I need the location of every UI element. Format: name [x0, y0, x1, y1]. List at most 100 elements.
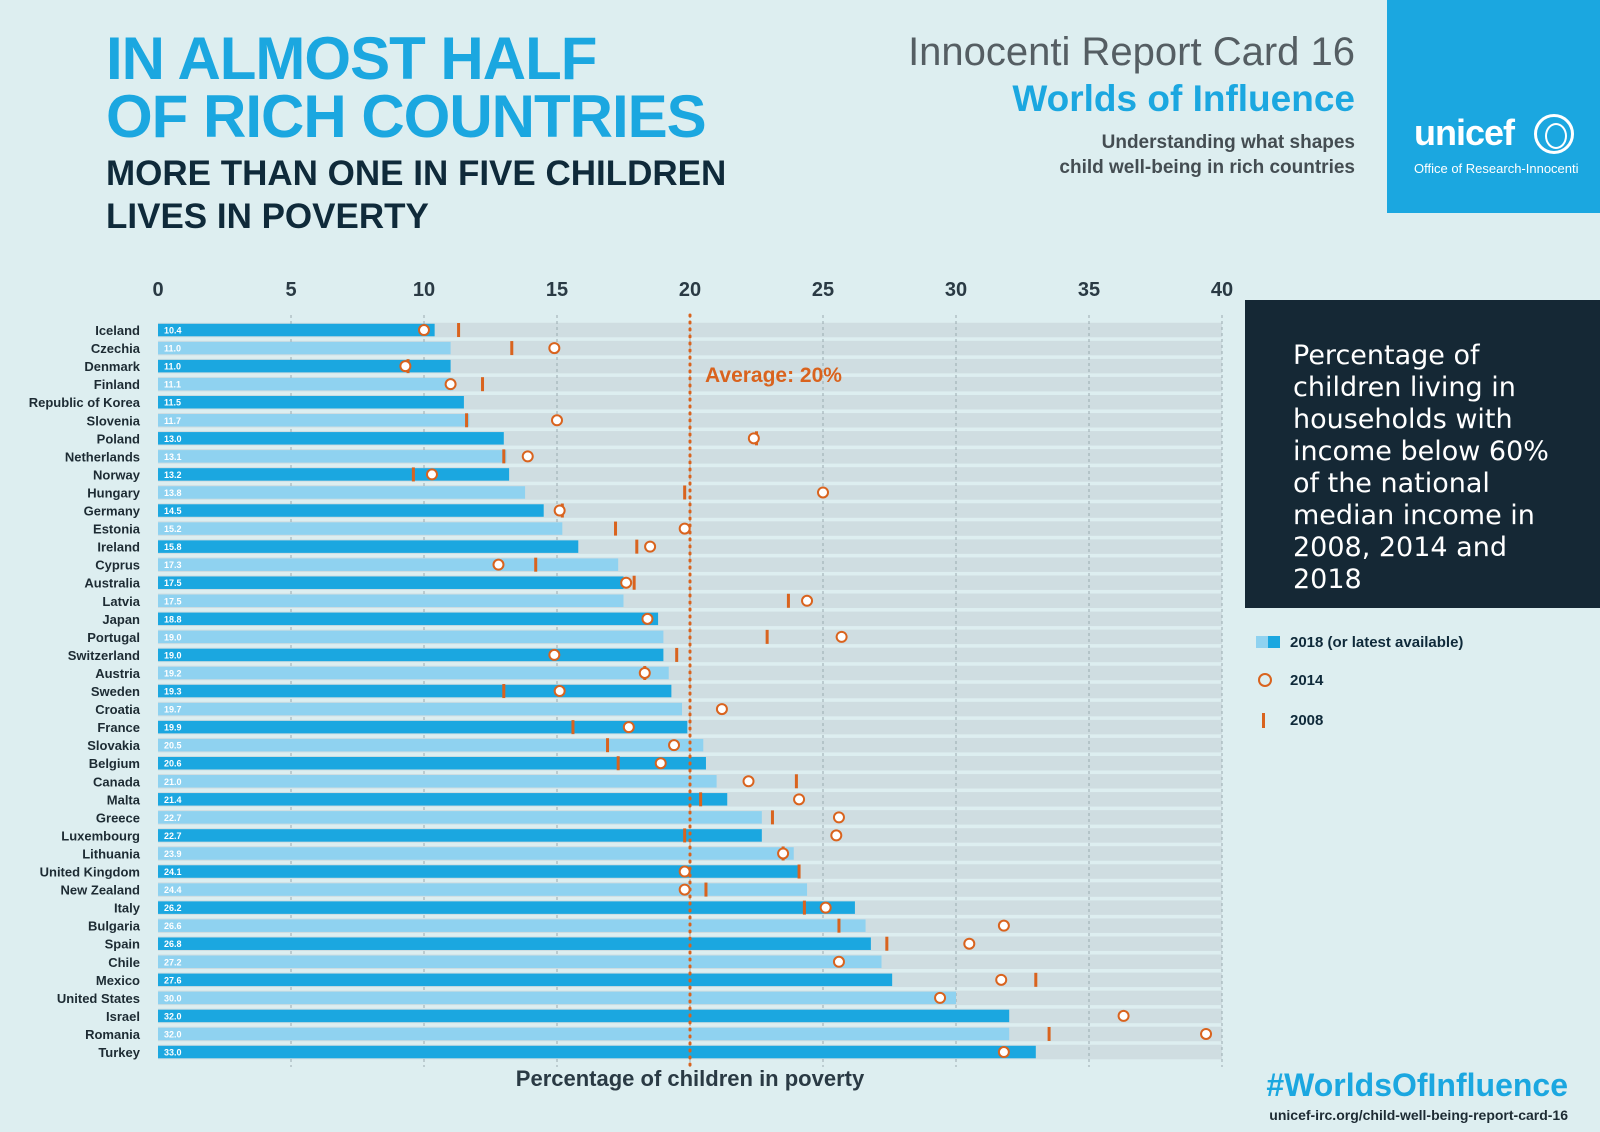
marker-2014	[425, 468, 438, 481]
country-label: Finland	[94, 377, 140, 392]
bar-slovenia	[158, 414, 470, 427]
marker-2014	[742, 775, 755, 788]
country-label: Denmark	[84, 359, 140, 374]
bar-value-label: 17.5	[164, 596, 182, 606]
country-label: Romania	[85, 1027, 141, 1042]
marker-2014	[548, 648, 561, 661]
marker-2014	[551, 414, 563, 427]
bar-value-label: 32.0	[164, 1011, 182, 1021]
bar-value-label: 19.0	[164, 632, 182, 642]
x-tick-label: 25	[812, 279, 834, 301]
headline: IN ALMOST HALF OF RICH COUNTRIES MORE TH…	[106, 29, 727, 238]
country-label: Turkey	[98, 1045, 140, 1060]
marker-2014	[678, 865, 691, 878]
country-label: Slovenia	[87, 413, 141, 428]
bar-value-label: 24.4	[164, 885, 182, 895]
report-title-block: Innocenti Report Card 16 Worlds of Influ…	[908, 30, 1355, 180]
marker-2014	[399, 360, 412, 373]
legend-item-bar: 2018 (or latest available)	[1256, 632, 1463, 652]
bar-value-label: 18.8	[164, 614, 182, 624]
marker-2014	[492, 558, 505, 571]
hashtag[interactable]: #WorldsOfInfluence	[1266, 1067, 1568, 1103]
marker-2014	[553, 504, 566, 517]
country-label: Lithuania	[82, 846, 141, 861]
x-tick-label: 15	[546, 279, 568, 301]
bar-value-label: 22.7	[164, 831, 182, 841]
bar-turkey	[158, 1045, 1036, 1059]
bar-latvia	[158, 594, 624, 608]
marker-2014	[548, 342, 561, 355]
marker-2008	[635, 539, 639, 554]
marker-2008	[571, 720, 575, 735]
country-label: Poland	[97, 431, 140, 446]
country-label: Japan	[102, 612, 140, 627]
marker-2014	[997, 1046, 1010, 1059]
marker-2008	[465, 413, 469, 428]
marker-2008	[632, 575, 636, 590]
marker-2014	[521, 450, 534, 463]
marker-2008	[704, 882, 708, 897]
bar-value-label: 15.2	[164, 524, 182, 534]
bar-republic-of-korea	[158, 395, 464, 409]
bar-value-label: 13.0	[164, 434, 182, 444]
marker-2008	[510, 341, 514, 356]
bar-australia	[158, 576, 624, 589]
legend-circle-label: 2014	[1290, 671, 1324, 689]
country-label: Latvia	[102, 594, 140, 609]
bar-value-label: 27.2	[164, 957, 182, 967]
marker-2008	[683, 828, 687, 843]
bar-romania	[158, 1027, 1010, 1041]
marker-2008	[481, 377, 485, 392]
bar-value-label: 15.8	[164, 542, 182, 552]
x-tick-label: 10	[413, 279, 435, 301]
marker-2008	[797, 864, 801, 879]
country-label: Croatia	[95, 702, 141, 717]
bar-value-label: 11.7	[164, 416, 181, 426]
bar-hungary	[158, 486, 526, 499]
marker-2014	[747, 432, 760, 445]
x-tick-label: 20	[679, 279, 701, 301]
country-label: Sweden	[91, 684, 140, 699]
bar-cyprus	[158, 558, 619, 571]
bar-value-label: 20.6	[164, 759, 182, 769]
country-label: Portugal	[87, 630, 140, 645]
x-axis-label: Percentage of children in poverty	[516, 1066, 865, 1091]
bar-croatia	[158, 702, 683, 716]
country-label: Canada	[93, 774, 141, 789]
country-label: Mexico	[96, 973, 140, 988]
bar-germany	[158, 504, 544, 517]
marker-2014	[644, 540, 657, 553]
bar-denmark	[158, 359, 451, 373]
report-url[interactable]: unicef-irc.org/child-well-being-report-c…	[1269, 1107, 1568, 1123]
headline-line-2: OF RICH COUNTRIES	[106, 83, 707, 150]
marker-2014	[832, 955, 845, 968]
marker-2008	[837, 918, 841, 933]
bar-value-label: 14.5	[164, 506, 182, 516]
bar-value-label: 19.7	[164, 705, 182, 715]
headline-line-3: MORE THAN ONE IN FIVE CHILDREN	[106, 154, 727, 193]
bar-value-label: 11.1	[164, 380, 181, 390]
globe-icon	[1534, 114, 1574, 154]
marker-2014	[817, 486, 829, 499]
country-label: Norway	[93, 467, 141, 482]
bar-finland	[158, 377, 454, 391]
bar-united-states	[158, 991, 956, 1005]
marker-2008	[411, 467, 415, 482]
marker-2014	[832, 811, 845, 824]
marker-2008	[683, 485, 687, 500]
bar-value-label: 26.8	[164, 939, 182, 949]
bar-value-label: 23.9	[164, 849, 182, 859]
bar-value-label: 11.5	[164, 398, 181, 408]
country-label: Czechia	[91, 341, 141, 356]
bar-value-label: 13.2	[164, 470, 182, 480]
x-tick-label: 40	[1211, 279, 1233, 301]
bar-value-label: 11.0	[164, 362, 181, 372]
bar-sweden	[158, 684, 672, 698]
description-panel: Percentage of children living in househo…	[1245, 300, 1600, 608]
country-label: Slovakia	[87, 738, 141, 753]
bar-switzerland	[158, 648, 664, 662]
marker-2008	[802, 900, 806, 915]
bar-value-label: 32.0	[164, 1029, 182, 1039]
country-label: Netherlands	[65, 449, 140, 464]
bar-norway	[158, 468, 510, 481]
